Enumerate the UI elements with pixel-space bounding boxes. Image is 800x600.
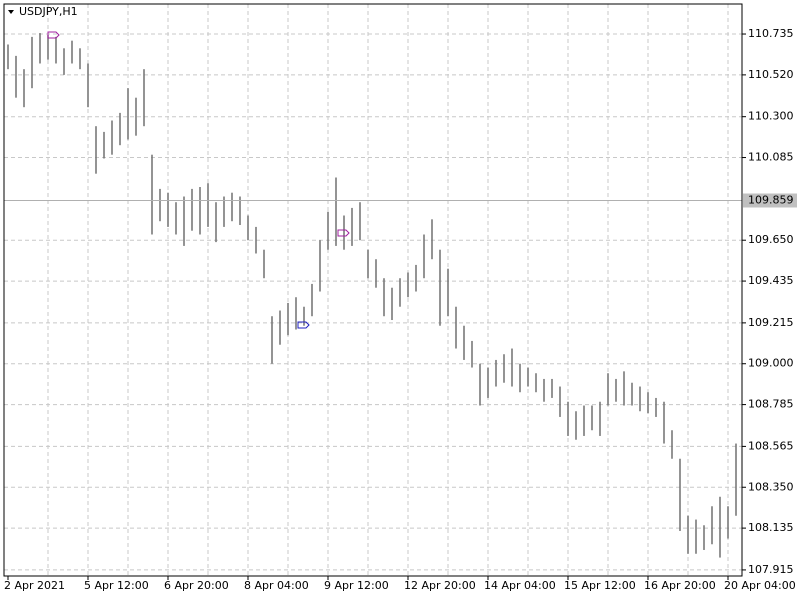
grid	[4, 4, 742, 576]
y-tick-label: 109.650	[748, 233, 794, 246]
x-tick-label: 12 Apr 20:00	[404, 579, 476, 592]
x-tick-label: 5 Apr 12:00	[84, 579, 149, 592]
chart-title: USDJPY,H1	[19, 5, 78, 18]
y-tick-label: 110.085	[748, 151, 794, 164]
marks	[4, 33, 742, 558]
x-tick-label: 6 Apr 20:00	[164, 579, 229, 592]
x-tick-label: 16 Apr 20:00	[644, 579, 716, 592]
y-tick-label: 110.735	[748, 27, 794, 40]
trade-icon	[337, 229, 350, 237]
trade-icons	[47, 31, 350, 329]
x-tick-label: 9 Apr 12:00	[324, 579, 389, 592]
y-tick-label: 108.135	[748, 521, 794, 534]
trade-icon	[47, 31, 60, 39]
current-price-box	[743, 193, 797, 208]
y-tick-label: 109.215	[748, 316, 794, 329]
x-tick-label: 20 Apr 04:00	[724, 579, 796, 592]
plot-frame	[3, 3, 743, 577]
y-tick-label: 108.565	[748, 439, 794, 452]
x-tick-label: 2 Apr 2021	[4, 579, 65, 592]
current-price-label: 109.859	[748, 193, 794, 206]
y-tick-label: 109.435	[748, 274, 794, 287]
y-tick-label: 108.785	[748, 398, 794, 411]
y-tick-label: 110.520	[748, 68, 794, 81]
x-tick-label: 14 Apr 04:00	[484, 579, 556, 592]
y-tick-label: 110.300	[748, 110, 794, 123]
x-tick-label: 8 Apr 04:00	[244, 579, 309, 592]
x-tick-label: 15 Apr 12:00	[564, 579, 636, 592]
trade-icon	[297, 321, 310, 329]
y-tick-label: 109.000	[748, 357, 794, 370]
symbol-menu[interactable]	[8, 10, 14, 14]
y-tick-label: 107.915	[748, 563, 794, 576]
y-tick-label: 108.350	[748, 480, 794, 493]
